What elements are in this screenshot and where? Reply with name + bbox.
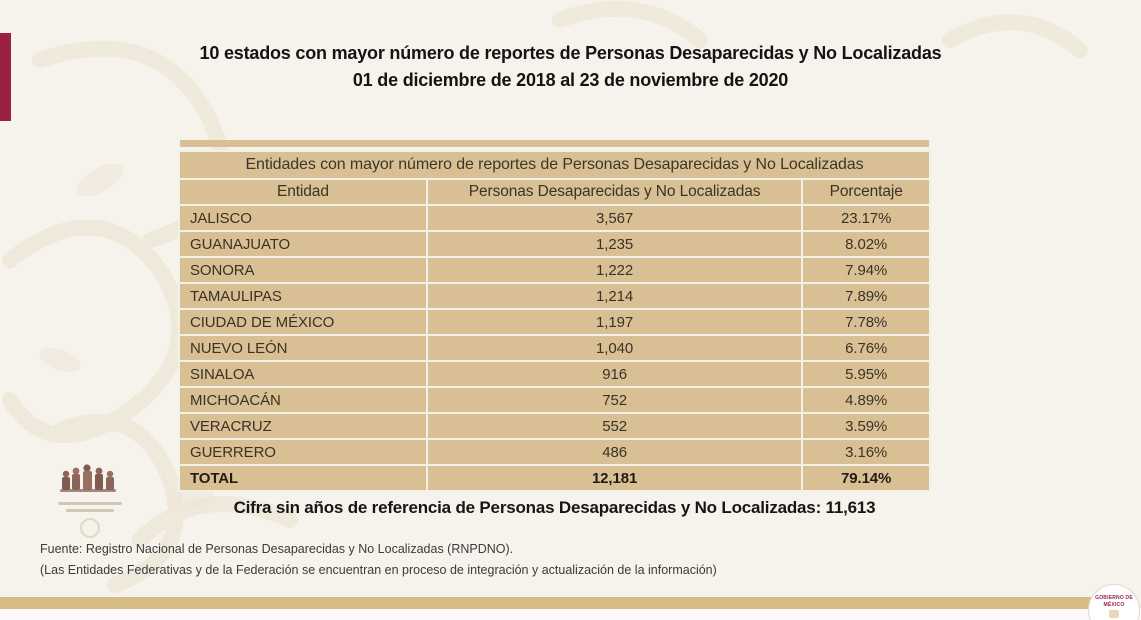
table-row: TAMAULIPAS 1,214 7.89% xyxy=(178,282,931,310)
entity-cell: VERACRUZ xyxy=(178,412,428,440)
percentage-cell: 7.78% xyxy=(801,308,931,336)
column-header-personas: Personas Desaparecidas y No Localizadas xyxy=(425,178,804,206)
entity-cell: GUERRERO xyxy=(178,438,428,466)
seal-text-line2: MÉXICO xyxy=(1103,601,1125,608)
percentage-cell: 5.95% xyxy=(801,360,931,388)
gobierno-heroes-logo xyxy=(58,464,122,538)
reference-note: Cifra sin años de referencia de Personas… xyxy=(233,498,876,517)
count-cell: 752 xyxy=(425,386,804,414)
seal-text-line1: GOBIERNO DE xyxy=(1095,595,1133,601)
gobierno-de-mexico-seal: GOBIERNO DE MÉXICO xyxy=(1088,584,1140,620)
percentage-cell: 6.76% xyxy=(801,334,931,362)
entity-cell: TOTAL xyxy=(178,464,428,492)
missing-persons-table: Entidades con mayor número de reportes d… xyxy=(178,150,931,492)
seal-emblem-icon xyxy=(1109,610,1119,618)
data-table-container: Entidades con mayor número de reportes d… xyxy=(178,140,931,492)
entity-cell: CIUDAD DE MÉXICO xyxy=(178,308,428,336)
disclaimer-line: (Las Entidades Federativas y de la Feder… xyxy=(40,562,717,577)
table-body: JALISCO 3,567 23.17% GUANAJUATO 1,235 8.02% SO… xyxy=(178,204,931,492)
title-line-2: 01 de diciembre de 2018 al 23 de noviemb… xyxy=(352,70,789,90)
table-row: SONORA 1,222 7.94% xyxy=(178,256,931,284)
count-cell: 1,040 xyxy=(425,334,804,362)
entity-cell: NUEVO LEÓN xyxy=(178,334,428,362)
count-cell: 1,214 xyxy=(425,282,804,310)
table-row: NUEVO LEÓN 1,040 6.76% xyxy=(178,334,931,362)
count-cell: 916 xyxy=(425,360,804,388)
table-row: JALISCO 3,567 23.17% xyxy=(178,204,931,232)
entity-cell: JALISCO xyxy=(178,204,428,232)
bottom-gold-bar xyxy=(0,597,1098,609)
left-accent-bar xyxy=(0,33,11,121)
column-header-porcentaje: Porcentaje xyxy=(801,178,931,206)
table-caption-row: Entidades con mayor número de reportes d… xyxy=(178,150,931,180)
count-cell: 1,222 xyxy=(425,256,804,284)
table-total-row: TOTAL 12,181 79.14% xyxy=(178,464,931,492)
table-row: CIUDAD DE MÉXICO 1,197 7.78% xyxy=(178,308,931,336)
source-line: Fuente: Registro Nacional de Personas De… xyxy=(40,542,514,556)
percentage-cell: 4.89% xyxy=(801,386,931,414)
percentage-cell: 3.59% xyxy=(801,412,931,440)
count-cell: 3,567 xyxy=(425,204,804,232)
table-header-row: Entidad Personas Desaparecidas y No Loca… xyxy=(178,178,931,206)
table-top-strip xyxy=(180,140,929,147)
count-cell: 552 xyxy=(425,412,804,440)
percentage-cell: 7.89% xyxy=(801,282,931,310)
column-header-entidad: Entidad xyxy=(178,178,428,206)
table-row: SINALOA 916 5.95% xyxy=(178,360,931,388)
entity-cell: TAMAULIPAS xyxy=(178,282,428,310)
bottom-white-strip xyxy=(0,609,1141,620)
entity-cell: MICHOACÁN xyxy=(178,386,428,414)
table-row: GUANAJUATO 1,235 8.02% xyxy=(178,230,931,258)
percentage-cell: 79.14% xyxy=(801,464,931,492)
table-row: GUERRERO 486 3.16% xyxy=(178,438,931,466)
entity-cell: SONORA xyxy=(178,256,428,284)
percentage-cell: 3.16% xyxy=(801,438,931,466)
table-caption: Entidades con mayor número de reportes d… xyxy=(178,150,931,180)
footer: Fuente: Registro Nacional de Personas De… xyxy=(40,539,941,580)
slide-title: 10 estados con mayor número de reportes … xyxy=(60,40,1081,94)
percentage-cell: 7.94% xyxy=(801,256,931,284)
count-cell: 486 xyxy=(425,438,804,466)
count-cell: 1,235 xyxy=(425,230,804,258)
count-cell: 12,181 xyxy=(425,464,804,492)
count-cell: 1,197 xyxy=(425,308,804,336)
seal-text: GOBIERNO DE MÉXICO xyxy=(1095,595,1133,608)
title-line-1: 10 estados con mayor número de reportes … xyxy=(199,43,942,63)
percentage-cell: 8.02% xyxy=(801,230,931,258)
percentage-cell: 23.17% xyxy=(801,204,931,232)
entity-cell: SINALOA xyxy=(178,360,428,388)
table-row: MICHOACÁN 752 4.89% xyxy=(178,386,931,414)
table-row: VERACRUZ 552 3.59% xyxy=(178,412,931,440)
entity-cell: GUANAJUATO xyxy=(178,230,428,258)
